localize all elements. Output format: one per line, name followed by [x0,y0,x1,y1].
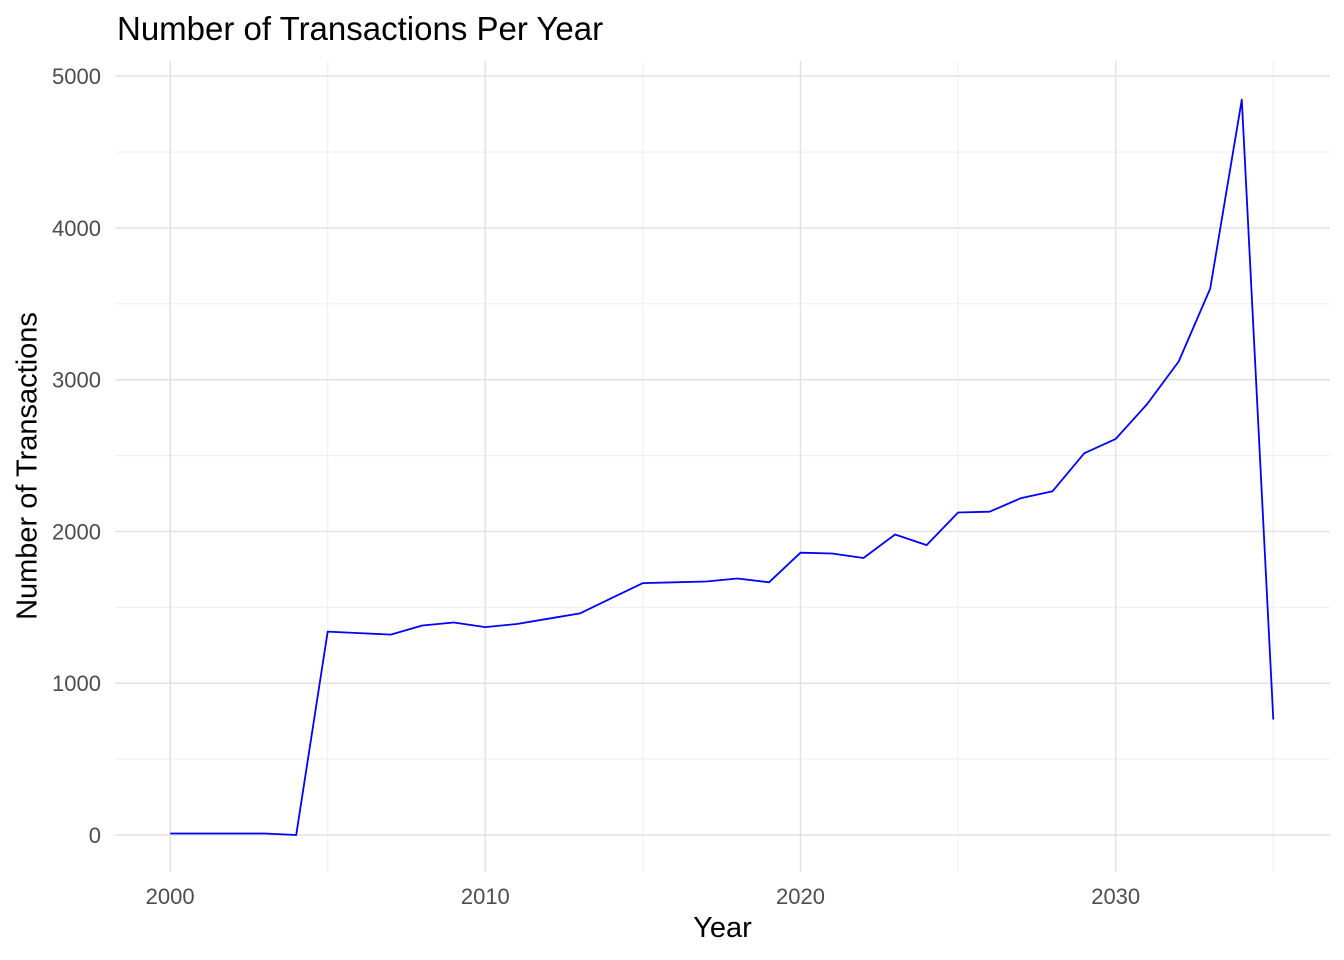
y-tick-label: 1000 [52,671,101,696]
x-axis-title: Year [693,912,752,944]
x-tick-label: 2000 [146,884,195,909]
y-axis-title: Number of Transactions [11,312,44,620]
data-line [170,98,1275,836]
y-tick-label: 0 [89,823,101,848]
y-tick-label: 3000 [52,368,101,393]
y-tick-label: 4000 [52,216,101,241]
chart-title: Number of Transactions Per Year [117,10,604,47]
y-tick-label: 2000 [52,519,101,544]
y-tick-label: 5000 [52,64,101,89]
x-tick-label: 2030 [1091,884,1140,909]
x-tick-label: 2020 [776,884,825,909]
x-tick-label: 2010 [461,884,510,909]
